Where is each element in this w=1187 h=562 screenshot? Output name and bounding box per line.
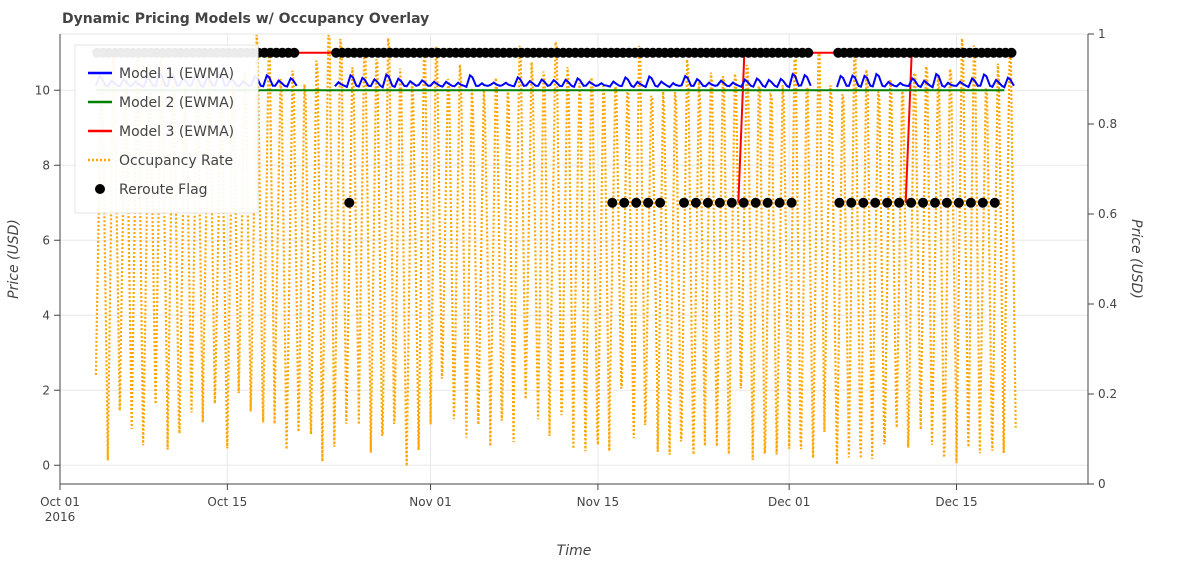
y-axis-title: Price (USD) (6, 219, 22, 299)
reroute-flag-marker (643, 197, 654, 208)
reroute-flag-marker (607, 197, 618, 208)
reroute-flag-marker (690, 197, 701, 208)
reroute-flag-marker (738, 197, 749, 208)
y-right-tick-label: 0.6 (1098, 207, 1117, 221)
y-right-tick-label: 0 (1098, 477, 1106, 491)
axes (59, 34, 1089, 485)
x-tick-label: Nov 01 (409, 495, 452, 509)
reroute-flag-marker (834, 197, 845, 208)
chart-title: Dynamic Pricing Models w/ Occupancy Over… (62, 11, 429, 27)
legend-label: Model 3 (EWMA) (119, 124, 234, 140)
model-1-line (836, 72, 1015, 89)
model-3-spike (737, 52, 746, 203)
reroute-flag-marker (702, 197, 713, 208)
y-tick-label: 8 (42, 158, 50, 172)
reroute-flag-marker (289, 47, 300, 58)
x-tick-label: Oct 15 (207, 495, 247, 509)
y-axis-right-title: Price (USD) (1128, 219, 1144, 299)
reroute-flag-marker (953, 197, 964, 208)
y-right-tick-label: 0.2 (1098, 387, 1117, 401)
x-tick-label: Oct 01 (40, 495, 80, 509)
x-axis-title: Time (557, 543, 592, 559)
y-tick-label: 0 (42, 458, 50, 472)
legend-label: Reroute Flag (119, 182, 208, 198)
occupancy-series (94, 34, 1017, 467)
reroute-flag-marker (918, 197, 928, 208)
y-right-tick-label: 1 (1098, 27, 1106, 41)
reroute-flag-marker (762, 197, 773, 208)
reroute-flag-marker (631, 197, 642, 208)
legend: Model 1 (EWMA) Model 2 (EWMA) Model 3 (EWM… (74, 44, 259, 214)
model-3-spike (904, 52, 913, 203)
reroute-flag-marker (894, 197, 905, 208)
y-tick-label: 10 (35, 83, 50, 97)
reroute-flag-marker (786, 197, 797, 208)
legend-swatch (95, 184, 105, 194)
reroute-flag-marker (941, 197, 952, 208)
reroute-flag-marker (1006, 47, 1017, 58)
reroute-flag-marker (750, 197, 761, 208)
reroute-flag-marker (774, 197, 785, 208)
reroute-flag-marker (846, 197, 857, 208)
legend-label: Occupancy Rate (119, 153, 233, 169)
y-tick-label: 4 (42, 308, 50, 322)
reroute-flag-marker (858, 197, 869, 208)
model-1-line (334, 72, 812, 89)
occupancy-rate-line (94, 34, 1017, 467)
reroute-flag-marker (977, 197, 988, 208)
x-tick-label: Dec 01 (768, 495, 810, 509)
reroute-flag-marker (726, 197, 737, 208)
reroute-flag-marker (965, 197, 976, 208)
y-tick-label: 6 (42, 233, 50, 247)
reroute-flag-marker (619, 197, 630, 208)
reroute-flag-marker (870, 197, 881, 208)
y-tick-label: 2 (42, 383, 50, 397)
legend-label: Model 2 (EWMA) (119, 95, 234, 111)
y-right-tick-label: 0.8 (1098, 117, 1117, 131)
x-tick-sublabel: 2016 (45, 510, 76, 524)
reroute-flag-marker (906, 197, 917, 208)
y-right-tick-label: 0.4 (1098, 297, 1117, 311)
reroute-flag-marker (714, 197, 725, 208)
reroute-flag-marker (803, 47, 814, 58)
reroute-flag-marker (930, 197, 940, 208)
reroute-flag-marker (882, 197, 893, 208)
x-tick-label: Dec 15 (935, 495, 977, 509)
x-tick-label: Nov 15 (577, 495, 620, 509)
reroute-flag-marker (655, 197, 666, 208)
legend-label: Model 1 (EWMA) (119, 66, 234, 82)
reroute-flag-marker (989, 197, 1000, 208)
reroute-flag-marker (344, 197, 355, 208)
reroute-flag-marker (679, 197, 689, 208)
